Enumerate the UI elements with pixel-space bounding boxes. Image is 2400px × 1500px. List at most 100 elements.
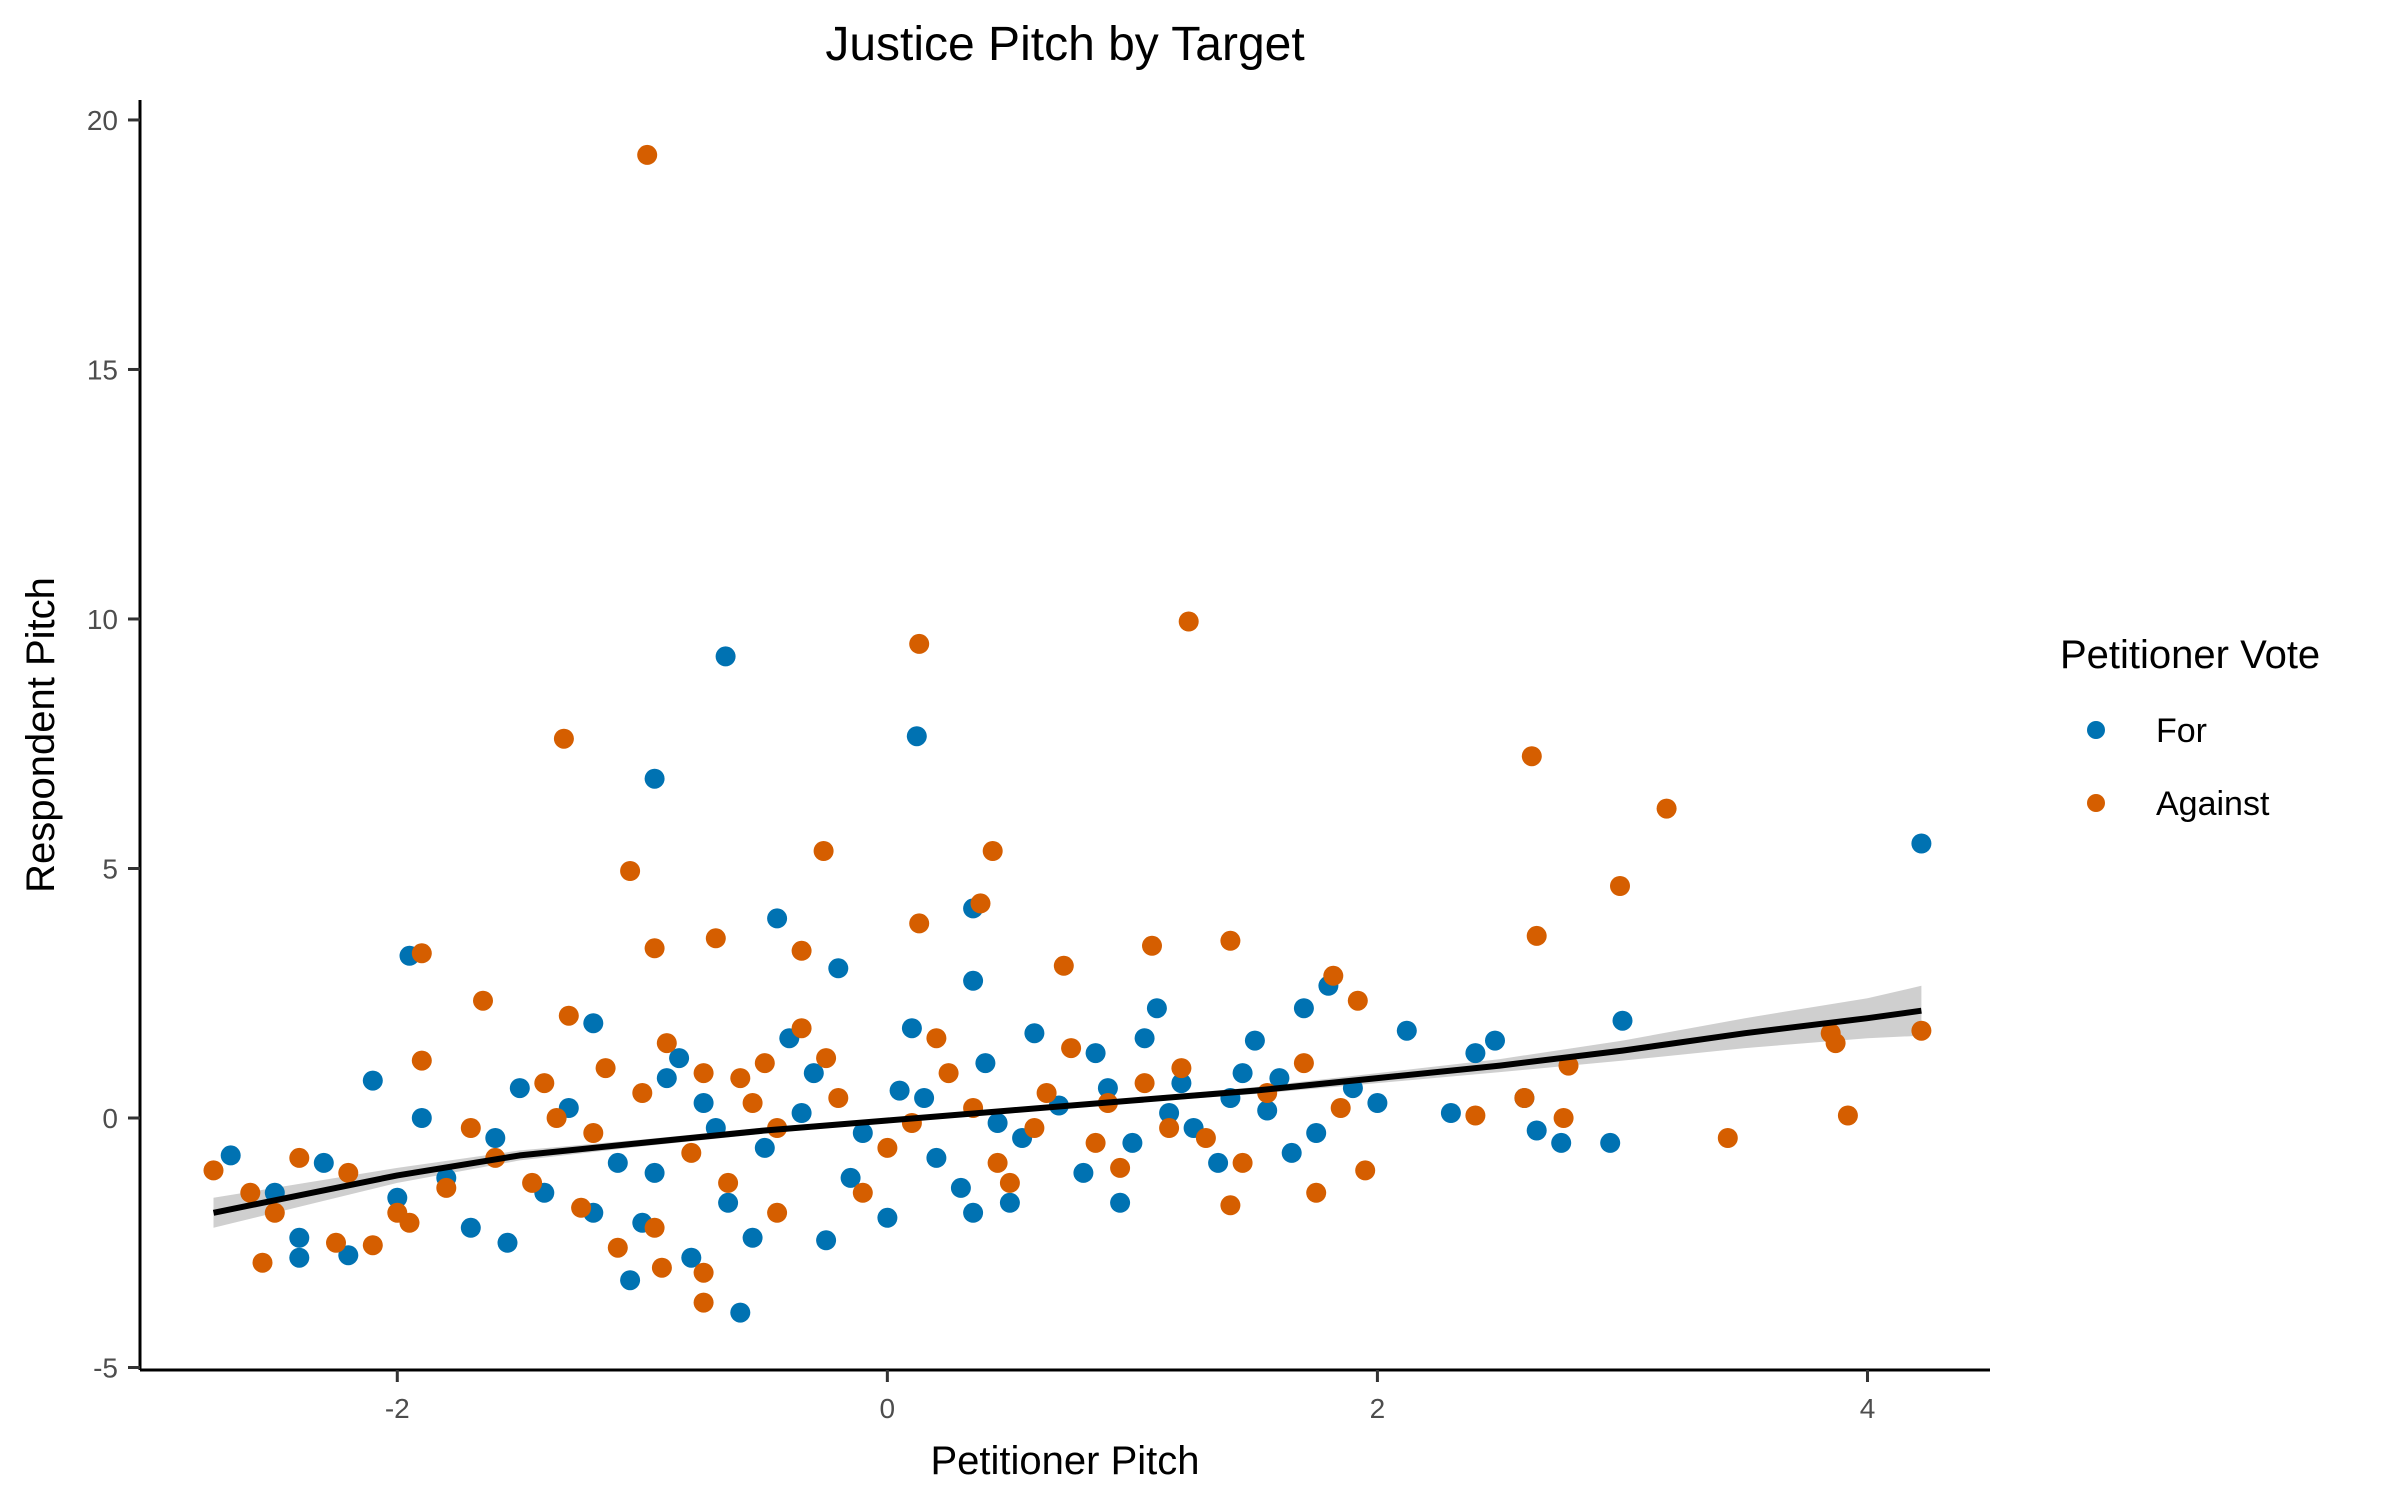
point-for [289, 1227, 310, 1248]
point-against [338, 1162, 359, 1183]
point-against [240, 1182, 261, 1203]
point-against [938, 1063, 959, 1084]
point-for [1257, 1100, 1278, 1121]
point-for [901, 1018, 922, 1039]
smooth-line [212, 1007, 1922, 1216]
point-for [1306, 1123, 1327, 1143]
point-for [730, 1302, 751, 1323]
y-axis-title: Respondent Pitch [19, 577, 63, 893]
point-for [718, 1192, 739, 1213]
y-tick-label: 10 [87, 604, 118, 635]
point-against [1220, 930, 1241, 951]
point-against [982, 841, 1003, 861]
point-for [644, 768, 665, 789]
point-against [460, 1118, 481, 1138]
point-for [485, 1128, 506, 1148]
point-against [987, 1152, 1008, 1173]
point-for [669, 1048, 690, 1069]
point-against [637, 144, 658, 165]
point-for [926, 1147, 947, 1168]
point-for [220, 1145, 241, 1166]
point-against [1195, 1128, 1216, 1148]
point-against [203, 1160, 224, 1181]
point-against [693, 1262, 714, 1283]
point-against [595, 1058, 616, 1079]
point-against [651, 1257, 672, 1278]
point-for [509, 1078, 530, 1099]
point-against [1330, 1098, 1351, 1118]
point-for [656, 1068, 677, 1089]
point-for [791, 1103, 812, 1123]
point-against [1911, 1020, 1932, 1041]
point-for [607, 1152, 628, 1173]
point-against [1061, 1038, 1082, 1059]
point-against [436, 1177, 457, 1198]
point-against [546, 1108, 567, 1128]
point-against [1142, 935, 1162, 956]
point-for [289, 1247, 310, 1268]
point-against [705, 928, 726, 949]
point-for [1097, 1078, 1118, 1099]
point-for [497, 1232, 518, 1253]
y-tick-label: -5 [93, 1353, 118, 1384]
point-for [1293, 998, 1314, 1019]
point-against [1134, 1073, 1155, 1094]
point-for [877, 1207, 898, 1228]
point-for [681, 1247, 702, 1268]
point-for [803, 1063, 824, 1084]
point-against [473, 990, 493, 1011]
point-against [1610, 876, 1630, 896]
point-for [1134, 1028, 1155, 1049]
x-tick-label: -2 [385, 1393, 410, 1424]
point-against [411, 1050, 432, 1071]
point-for [1281, 1142, 1302, 1163]
point-for [963, 970, 984, 991]
point-against [693, 1063, 714, 1084]
point-for [1485, 1030, 1505, 1051]
point-for [1600, 1132, 1621, 1153]
point-against [1837, 1105, 1858, 1126]
point-for [742, 1227, 763, 1248]
point-against [828, 1088, 849, 1108]
point-for [767, 908, 788, 929]
point-for [313, 1152, 334, 1173]
point-for [852, 1123, 873, 1143]
point-for [1110, 1192, 1131, 1213]
point-for [975, 1053, 996, 1074]
smooth-line-path [212, 1007, 1922, 1216]
point-for [1232, 1063, 1253, 1084]
x-tick-label: 2 [1370, 1393, 1386, 1424]
legend-item-against: Against [2087, 785, 2270, 823]
point-for [906, 726, 927, 747]
point-for [1146, 998, 1167, 1019]
point-against [644, 938, 665, 959]
point-for [1073, 1162, 1094, 1183]
point-for [999, 1192, 1020, 1213]
point-against [909, 633, 930, 654]
point-against [1171, 1058, 1192, 1079]
point-for [1526, 1120, 1547, 1141]
point-for [583, 1013, 604, 1034]
point-against [1323, 965, 1344, 986]
point-for [1367, 1093, 1388, 1113]
point-for [840, 1167, 861, 1188]
point-against [362, 1235, 383, 1256]
point-against [1293, 1053, 1314, 1074]
point-against [909, 913, 930, 934]
point-against [1717, 1128, 1738, 1148]
point-for [644, 1162, 665, 1183]
point-for [1612, 1010, 1633, 1031]
y-tick-label: 5 [102, 853, 118, 884]
point-against [607, 1237, 628, 1258]
point-for [1159, 1103, 1180, 1123]
point-against [553, 728, 574, 749]
point-against [791, 940, 812, 961]
point-against [1553, 1108, 1574, 1128]
point-against [1465, 1105, 1486, 1126]
point-against [1306, 1182, 1327, 1203]
point-against [411, 943, 432, 964]
point-against [1521, 746, 1542, 767]
x-tick-label: 0 [880, 1393, 896, 1424]
point-for [1024, 1023, 1045, 1044]
